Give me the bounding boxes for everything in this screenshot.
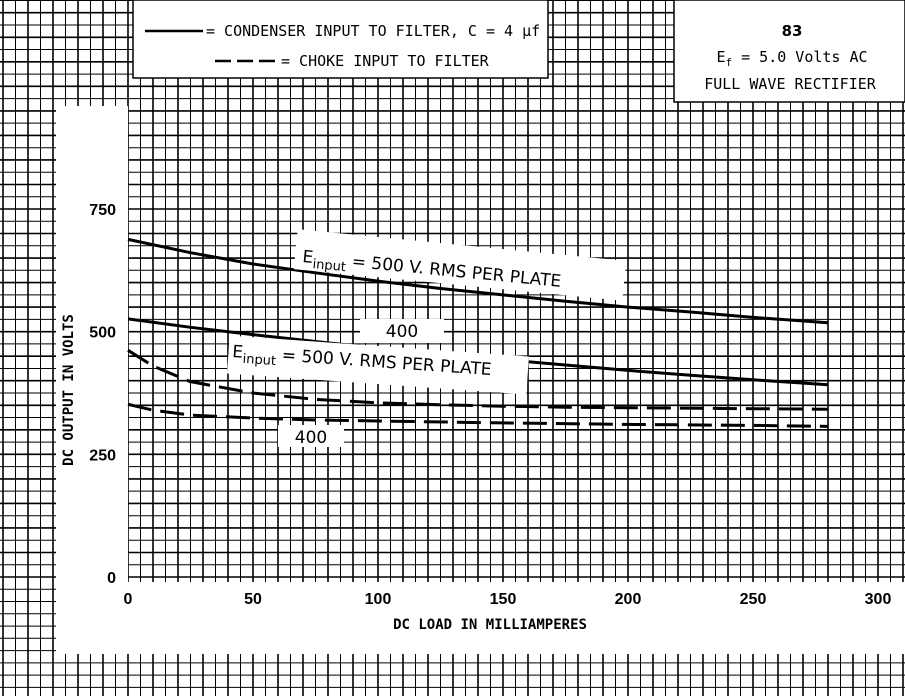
y-tick-label-3: 750 bbox=[89, 202, 116, 219]
x-tick-label-2: 100 bbox=[365, 591, 392, 608]
y-axis-label: DC OUTPUT IN VOLTS bbox=[61, 314, 77, 466]
x-tick-label-5: 250 bbox=[740, 591, 767, 608]
tube-info: 83 Ef = 5.0 Volts AC FULL WAVE RECTIFIER bbox=[673, 0, 905, 103]
tube-number: 83 bbox=[782, 22, 803, 40]
axes-panel-left bbox=[56, 106, 128, 654]
legend-solid-label: = CONDENSER INPUT TO FILTER, C = 4 µf bbox=[206, 22, 540, 40]
series-line-2 bbox=[127, 349, 829, 411]
axis-ticks: 0 50 100 150 200 250 300 0 250 500 750 bbox=[89, 202, 891, 608]
label-choke-400: 400 bbox=[295, 428, 327, 448]
y-tick-label-2: 500 bbox=[89, 325, 116, 342]
legend: = CONDENSER INPUT TO FILTER, C = 4 µf = … bbox=[132, 0, 549, 79]
filament-voltage: Ef = 5.0 Volts AC bbox=[716, 48, 867, 69]
x-tick-label-3: 150 bbox=[490, 591, 517, 608]
label-condenser-400: 400 bbox=[386, 322, 418, 342]
x-tick-label-0: 0 bbox=[124, 591, 133, 608]
x-axis-label: DC LOAD IN MILLIAMPERES bbox=[393, 617, 587, 633]
series-line-3 bbox=[127, 402, 829, 428]
x-tick-label-6: 300 bbox=[865, 591, 892, 608]
x-tick-label-4: 200 bbox=[615, 591, 642, 608]
legend-dashed-label: = CHOKE INPUT TO FILTER bbox=[281, 52, 490, 70]
y-tick-label-0: 0 bbox=[107, 570, 116, 587]
x-tick-label-1: 50 bbox=[244, 591, 262, 608]
axes-panel-bottom bbox=[56, 582, 905, 654]
series-line-0 bbox=[127, 237, 829, 325]
y-tick-label-1: 250 bbox=[89, 447, 116, 464]
rectifier-type: FULL WAVE RECTIFIER bbox=[704, 75, 877, 93]
